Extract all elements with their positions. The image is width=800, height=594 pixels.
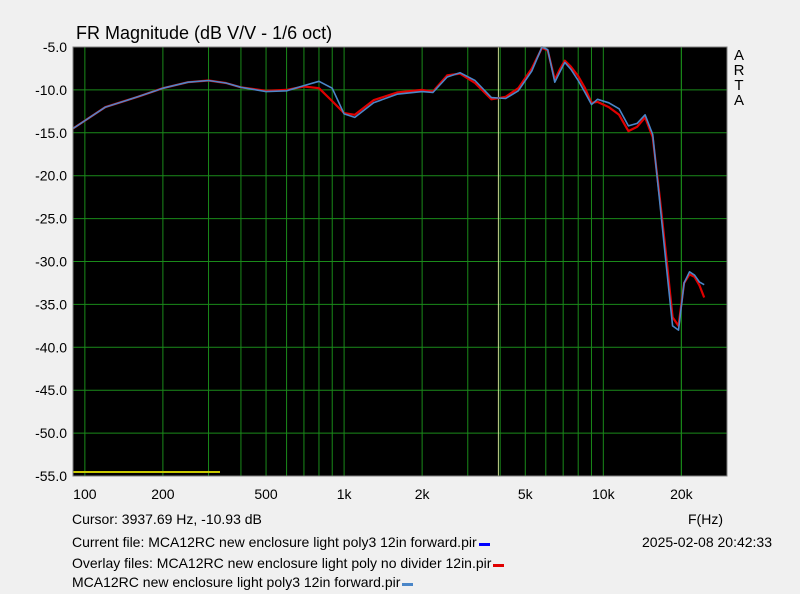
overlay-swatch-red	[493, 563, 505, 567]
x-tick-label: 1k	[337, 486, 353, 502]
arta-letter: A	[733, 92, 744, 109]
overlay-swatch-blue	[402, 582, 414, 586]
plot-frame	[72, 46, 728, 477]
x-tick-label: 200	[151, 486, 175, 502]
arta-letter: R	[733, 62, 745, 79]
y-tick-label: -25.0	[35, 211, 67, 227]
y-tick-labels: -5.0 -10.0 -15.0 -20.0 -25.0 -30.0 -35.0 -40.0 -…	[35, 39, 67, 484]
y-tick-label: -45.0	[35, 382, 67, 398]
y-tick-label: -35.0	[35, 296, 67, 312]
x-tick-label: 2k	[415, 486, 431, 502]
overlay-file-name: Overlay files: MCA12RC new enclosure lig…	[72, 555, 492, 571]
x-axis-label: F(Hz)	[688, 511, 723, 527]
y-tick-label: -20.0	[35, 168, 67, 184]
overlay-file-2-label: MCA12RC new enclosure light poly3 12in f…	[72, 574, 414, 590]
x-tick-label: 5k	[518, 486, 534, 502]
y-tick-label: -5.0	[43, 39, 67, 55]
y-tick-label: -30.0	[35, 254, 67, 270]
x-tick-label: 100	[73, 486, 97, 502]
overlay-file-name: MCA12RC new enclosure light poly3 12in f…	[72, 574, 401, 590]
timestamp: 2025-02-08 20:42:33	[642, 534, 772, 550]
x-tick-labels: 100 200 500 1k 2k 5k 10k 20k	[73, 486, 693, 502]
x-tick-label: 500	[254, 486, 278, 502]
y-tick-label: -55.0	[35, 468, 67, 484]
y-tick-label: -40.0	[35, 339, 67, 355]
y-tick-label: -10.0	[35, 82, 67, 98]
series-line-2	[72, 46, 705, 331]
x-tick-label: 10k	[592, 486, 616, 502]
arta-letter: T	[734, 77, 744, 94]
arta-letter: A	[733, 47, 744, 64]
current-file-name: Current file: MCA12RC new enclosure ligh…	[72, 534, 477, 550]
current-file-swatch	[478, 542, 490, 546]
x-tick-label: 20k	[670, 486, 694, 502]
chart-title: FR Magnitude (dB V/V - 1/6 oct)	[76, 23, 333, 43]
cursor-readout: Cursor: 3937.69 Hz, -10.93 dB	[72, 511, 262, 527]
y-tick-label: -15.0	[35, 125, 67, 141]
current-file-label: Current file: MCA12RC new enclosure ligh…	[72, 534, 490, 550]
y-tick-label: -50.0	[35, 425, 67, 441]
overlay-files-label: Overlay files: MCA12RC new enclosure lig…	[72, 555, 505, 571]
arta-logo: A R T A	[733, 48, 745, 108]
series-lines	[72, 46, 706, 331]
